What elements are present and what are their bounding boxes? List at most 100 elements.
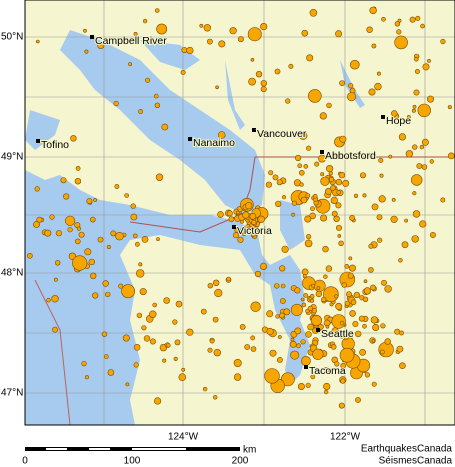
earthquake: [200, 308, 207, 315]
scale-unit: km: [243, 445, 256, 456]
earthquake: [368, 243, 374, 249]
earthquake: [369, 6, 377, 15]
credit: EarthquakesCanada: [361, 444, 453, 455]
earthquake: [297, 382, 305, 390]
scale-label: 0: [22, 456, 28, 467]
earthquake: [97, 236, 104, 243]
earthquake: [74, 178, 82, 185]
earthquake: [93, 198, 98, 202]
city-label: Victoria: [237, 225, 272, 237]
earthquake: [136, 312, 143, 319]
city-label: Nanaimo: [193, 137, 235, 149]
earthquake: [304, 215, 312, 223]
earthquake: [297, 163, 303, 168]
earthquake: [305, 382, 311, 388]
earthquake: [264, 368, 280, 384]
earthquake: [173, 356, 178, 362]
earthquake: [440, 197, 446, 203]
earthquake: [203, 24, 212, 32]
earthquake: [217, 211, 224, 218]
earthquake: [319, 112, 327, 120]
earthquake: [64, 215, 76, 226]
latitude-label: 47°N: [1, 388, 23, 399]
earthquake: [121, 284, 136, 299]
earthquake: [70, 135, 77, 142]
earthquake: [233, 358, 242, 367]
earthquake: [33, 221, 40, 228]
earthquake: [34, 186, 40, 192]
earthquake: [67, 227, 73, 233]
earthquake: [115, 232, 124, 241]
earthquake: [296, 343, 301, 349]
earthquake: [401, 241, 409, 249]
earthquake: [36, 216, 43, 223]
latitude-label: 50°N: [1, 32, 23, 43]
earthquake: [344, 300, 351, 307]
earthquake: [377, 237, 383, 243]
earthquake: [309, 298, 314, 303]
earthquake: [336, 190, 341, 195]
earthquake: [152, 302, 157, 308]
earthquake: [257, 215, 265, 224]
earthquake: [394, 35, 408, 50]
earthquake: [54, 277, 58, 282]
earthquake: [305, 193, 311, 198]
earthquake: [84, 49, 89, 54]
earthquake: [316, 286, 321, 290]
earthquake: [342, 179, 350, 187]
earthquake: [322, 245, 329, 253]
earthquake: [281, 245, 289, 253]
earthquake: [272, 174, 279, 181]
earthquake: [328, 171, 333, 176]
earthquake: [280, 283, 286, 289]
earthquake: [314, 161, 320, 167]
earthquake: [346, 291, 352, 298]
earthquake: [300, 339, 306, 345]
earthquake: [362, 193, 367, 198]
earthquake: [250, 335, 256, 341]
earthquake: [76, 226, 81, 231]
earthquake: [199, 23, 204, 28]
earthquake: [422, 63, 430, 71]
earthquake: [92, 292, 99, 299]
earthquake: [344, 336, 349, 341]
earthquake: [250, 57, 255, 62]
earthquake: [301, 268, 309, 276]
earthquake: [330, 196, 338, 204]
earthquake: [206, 38, 213, 45]
earthquake: [419, 220, 427, 228]
scale-bar-segment: [46, 448, 67, 450]
earthquake: [244, 344, 251, 350]
earthquake: [399, 330, 404, 336]
credit: SéismesCanada: [379, 456, 453, 467]
earthquake: [331, 314, 346, 329]
earthquake: [335, 202, 342, 209]
earthquake: [209, 338, 215, 344]
earthquake: [274, 68, 281, 75]
earthquake: [55, 230, 63, 237]
earthquake: [348, 256, 353, 261]
earthquake: [323, 389, 329, 395]
earthquake: [353, 193, 359, 198]
earthquake: [338, 240, 344, 247]
earthquake: [49, 214, 55, 220]
earthquake: [311, 283, 316, 288]
earthquake: [186, 46, 194, 55]
earthquake: [268, 170, 274, 176]
earthquake: [340, 362, 347, 369]
map-frame: [24, 0, 455, 426]
earthquake: [212, 316, 219, 323]
earthquake: [229, 27, 237, 35]
earthquake: [149, 310, 157, 318]
earthquake: [332, 153, 339, 159]
earthquake: [447, 152, 455, 160]
earthquake: [391, 197, 396, 202]
earthquake: [306, 145, 312, 151]
earthquake: [133, 362, 139, 368]
earthquake: [299, 131, 308, 140]
earthquake: [335, 178, 343, 186]
earthquake: [149, 338, 156, 345]
earthquake: [335, 30, 343, 38]
earthquake: [348, 83, 354, 89]
earthquake: [237, 236, 244, 243]
